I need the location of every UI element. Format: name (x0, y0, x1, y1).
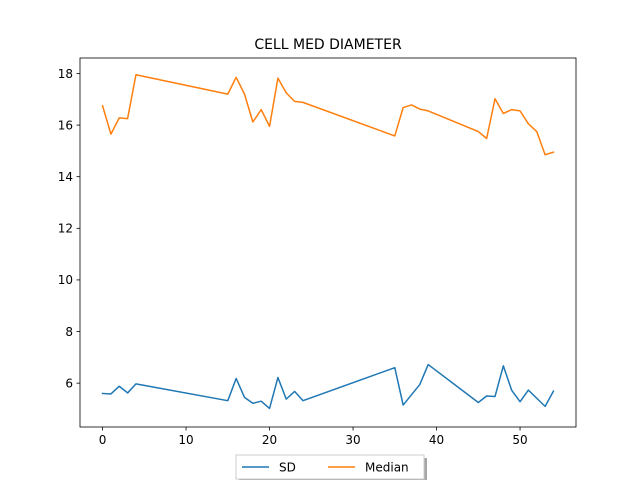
plot-frame (79, 57, 577, 428)
x-tick-label: 10 (178, 433, 193, 447)
x-tick-label: 50 (512, 433, 527, 447)
y-tick-label: 8 (65, 325, 73, 339)
y-tick-label: 16 (58, 118, 73, 132)
y-tick-label: 14 (58, 170, 73, 184)
legend-label-median: Median (365, 460, 409, 474)
y-tick-label: 12 (58, 222, 73, 236)
y-tick-label: 18 (58, 67, 73, 81)
axes-layer: 0 10 20 30 40 50 6 8 10 12 14 16 18 (58, 57, 577, 447)
x-tick-label: 40 (429, 433, 444, 447)
chart-title: CELL MED DIAMETER (254, 37, 402, 53)
x-tick-label: 0 (99, 433, 107, 447)
x-tick-label: 20 (262, 433, 277, 447)
series-line-median (101, 74, 555, 156)
series-layer (101, 74, 555, 410)
series-line-sd (101, 363, 555, 410)
x-tick-label: 30 (345, 433, 360, 447)
legend: SD Median (235, 454, 427, 482)
y-tick-label: 10 (58, 273, 73, 287)
y-tick-label: 6 (65, 376, 73, 390)
legend-label-sd: SD (279, 460, 296, 474)
